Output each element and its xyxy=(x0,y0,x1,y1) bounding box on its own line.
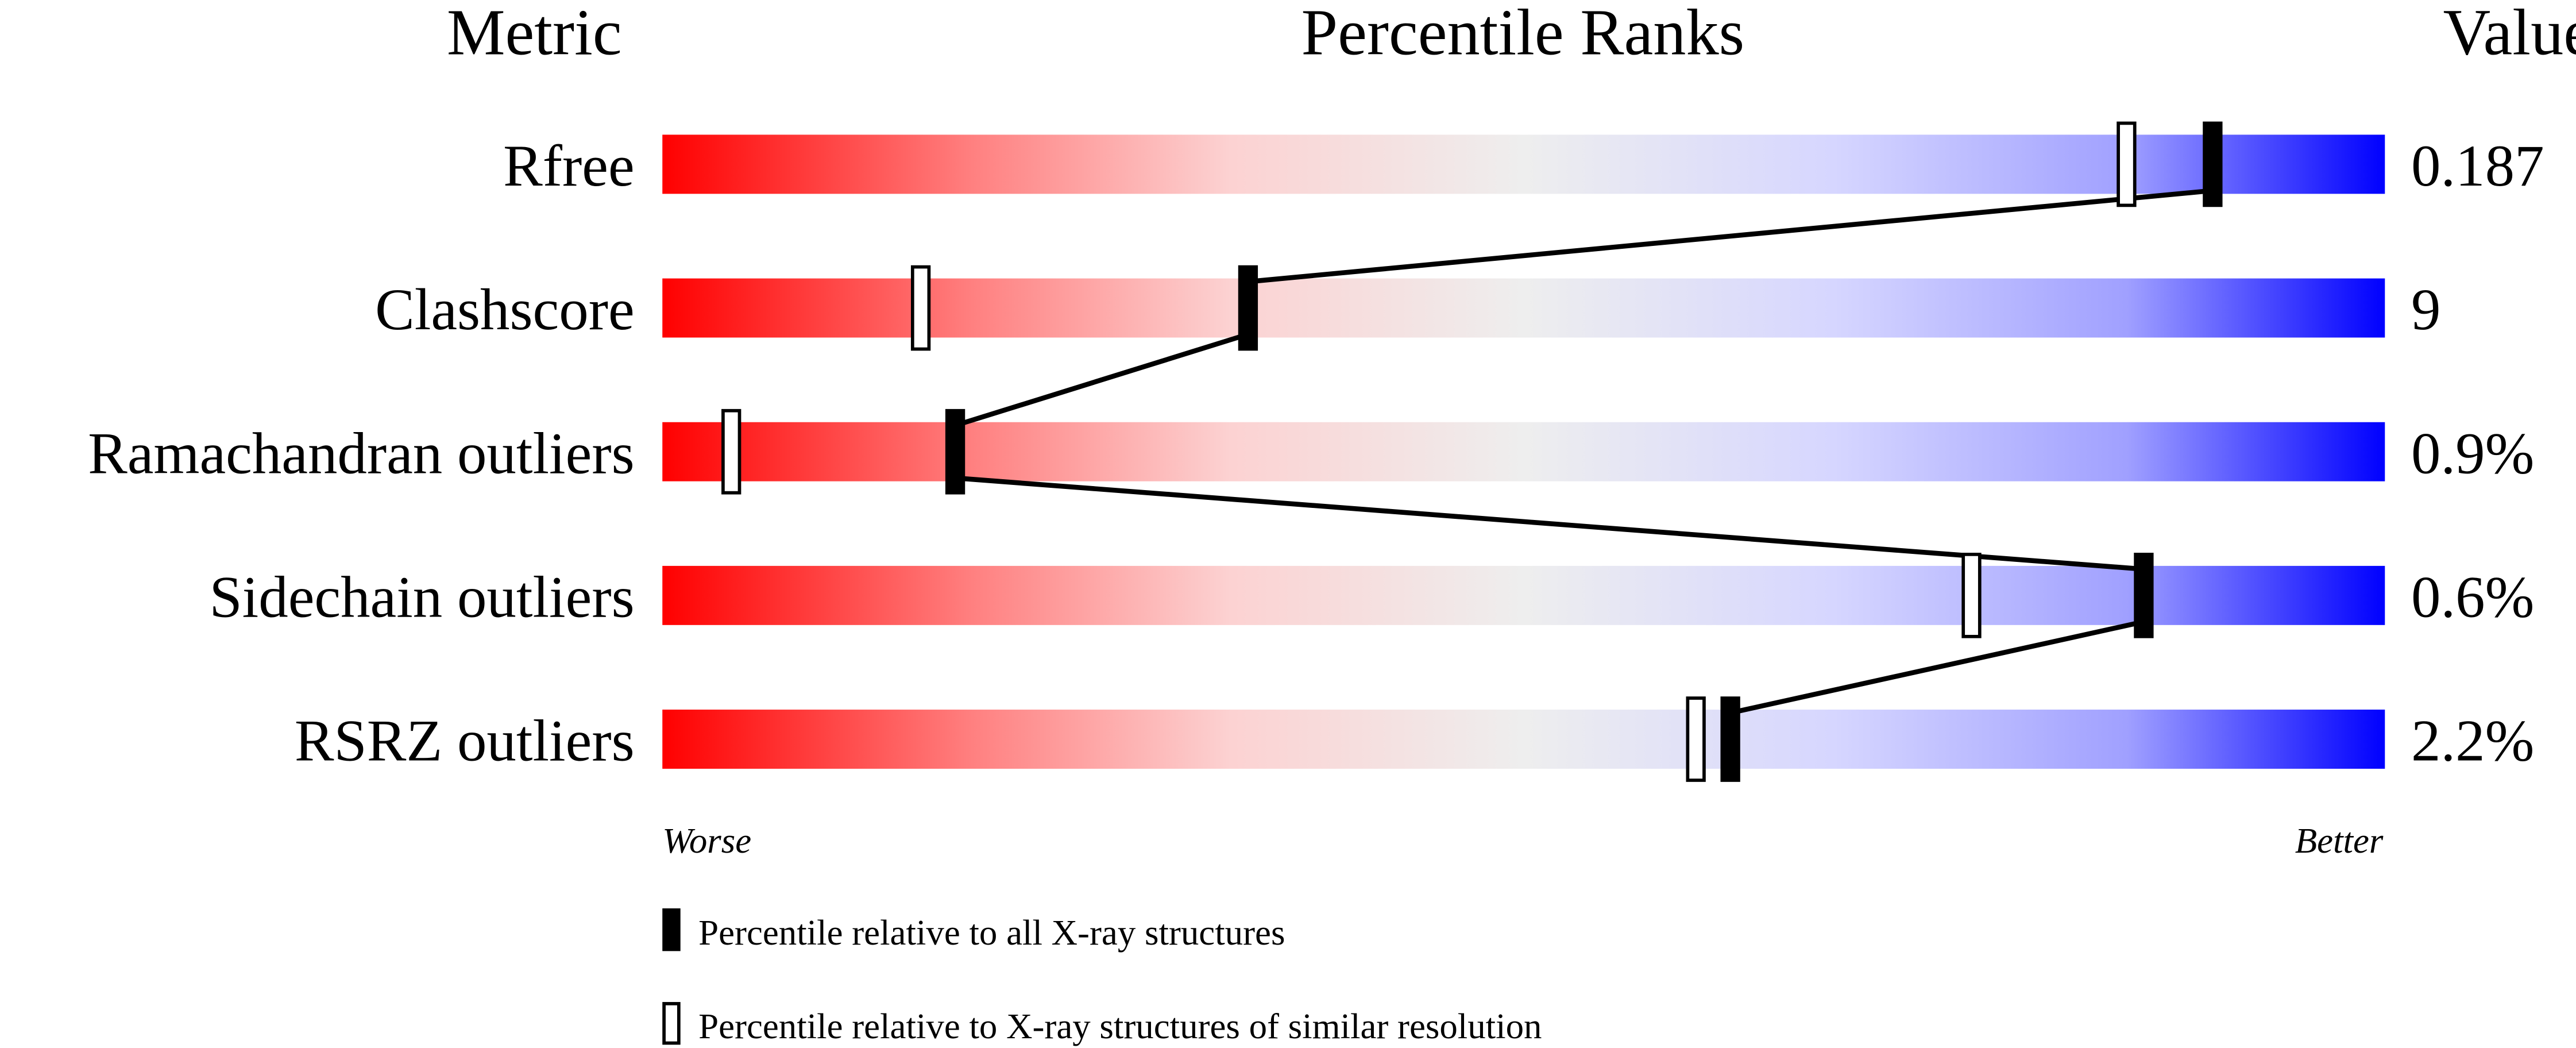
header-metric: Metric xyxy=(447,0,622,68)
percentile-bar xyxy=(662,278,2385,338)
legend-open-marker xyxy=(662,1001,681,1045)
legend-open-label: Percentile relative to X-ray structures … xyxy=(698,1006,1542,1046)
metric-label: Clashscore xyxy=(375,277,635,342)
percentile-bar xyxy=(662,422,2385,481)
all-structures-marker xyxy=(1720,696,1740,782)
metric-label: Rfree xyxy=(503,133,635,199)
similar-resolution-marker xyxy=(721,409,741,495)
legend-filled-label: Percentile relative to all X-ray structu… xyxy=(698,912,1285,953)
similar-resolution-marker xyxy=(1686,696,1706,782)
metric-label: Ramachandran outliers xyxy=(88,421,635,486)
metric-value: 0.6% xyxy=(2411,565,2534,630)
connector-line xyxy=(1248,188,2213,284)
better-label: Better xyxy=(2295,820,2384,861)
all-structures-marker xyxy=(2203,121,2223,207)
metric-value: 0.187 xyxy=(2411,133,2544,199)
header-value: Value xyxy=(2443,0,2576,68)
all-structures-marker xyxy=(2134,553,2154,638)
metric-value: 2.2% xyxy=(2411,708,2534,774)
metric-value: 0.9% xyxy=(2411,421,2534,486)
similar-resolution-marker xyxy=(910,265,931,351)
worse-label: Worse xyxy=(662,820,751,861)
percentile-bar xyxy=(662,710,2385,769)
percentile-bar xyxy=(662,565,2385,625)
similar-resolution-marker xyxy=(2117,121,2137,207)
metric-value: 9 xyxy=(2411,277,2440,342)
connector-line xyxy=(1729,619,2145,715)
legend-filled-marker xyxy=(662,908,681,951)
all-structures-marker xyxy=(945,409,965,495)
connector-line xyxy=(955,475,2144,572)
header-percentile-ranks: Percentile Ranks xyxy=(1301,0,1745,68)
similar-resolution-marker xyxy=(1961,553,1982,638)
all-structures-marker xyxy=(1238,265,1258,351)
percentile-bar xyxy=(662,134,2385,194)
connector-line xyxy=(954,332,1249,428)
metric-label: RSRZ outliers xyxy=(295,708,635,774)
metric-label: Sidechain outliers xyxy=(209,565,634,630)
